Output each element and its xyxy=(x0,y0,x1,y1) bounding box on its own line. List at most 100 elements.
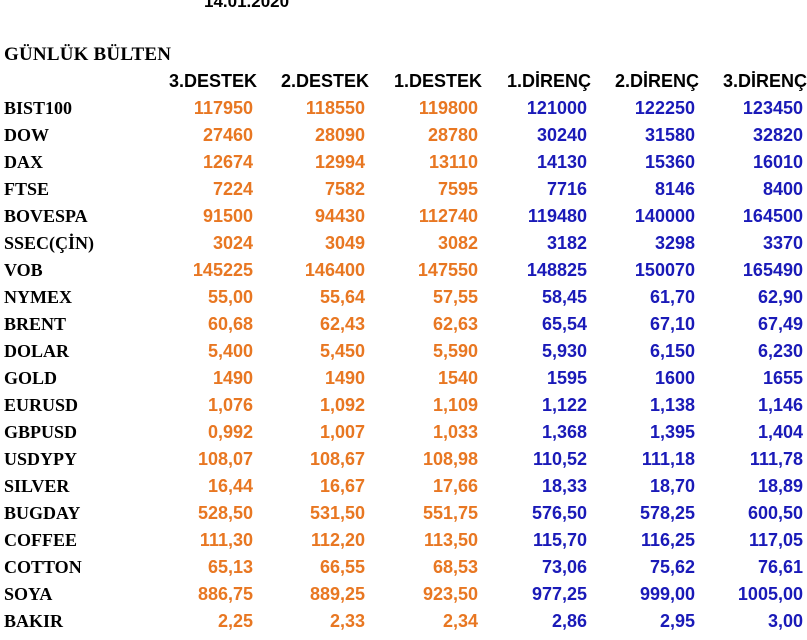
header-support-3: 3.DESTEK xyxy=(168,71,257,91)
value-support-1: 57,55 xyxy=(432,287,478,307)
table-row: GOLD 1490 1490 1540 1595 1600 1655 xyxy=(0,365,807,392)
value-support-3: 65,13 xyxy=(207,557,253,577)
value-resistance-2: 150070 xyxy=(634,260,695,280)
value-resistance-1: 73,06 xyxy=(541,557,587,577)
value-resistance-2: 67,10 xyxy=(649,314,695,334)
value-support-1: 7595 xyxy=(437,179,478,199)
instrument-name: USDYPY xyxy=(4,449,78,469)
value-support-3: 60,68 xyxy=(207,314,253,334)
value-support-2: 2,33 xyxy=(329,611,365,631)
header-support-1: 1.DESTEK xyxy=(393,71,482,91)
value-resistance-3: 3370 xyxy=(762,233,803,253)
value-resistance-3: 16010 xyxy=(752,152,803,172)
value-resistance-2: 2,95 xyxy=(659,611,695,631)
value-resistance-2: 8146 xyxy=(654,179,695,199)
value-support-2: 55,64 xyxy=(319,287,365,307)
value-support-1: 1,033 xyxy=(432,422,478,442)
value-support-2: 28090 xyxy=(314,125,365,145)
value-resistance-1: 148825 xyxy=(526,260,587,280)
instrument-name: BRENT xyxy=(4,314,67,334)
table-row: USDYPY 108,07 108,67 108,98 110,52 111,18 111,… xyxy=(0,446,807,473)
value-resistance-2: 1600 xyxy=(654,368,695,388)
instrument-name: GBPUSD xyxy=(4,422,78,442)
value-resistance-2: 15360 xyxy=(644,152,695,172)
value-support-2: 16,67 xyxy=(319,476,365,496)
value-resistance-3: 165490 xyxy=(742,260,803,280)
instrument-name: BOVESPA xyxy=(4,206,88,226)
table-row: NYMEX 55,00 55,64 57,55 58,45 61,70 62,90 xyxy=(0,284,807,311)
value-resistance-2: 999,00 xyxy=(639,584,695,604)
table-row: BRENT 60,68 62,43 62,63 65,54 67,10 67,49 xyxy=(0,311,807,338)
value-support-3: 528,50 xyxy=(197,503,253,523)
value-support-2: 62,43 xyxy=(319,314,365,334)
instrument-name: DOW xyxy=(4,125,49,145)
value-resistance-1: 1,122 xyxy=(541,395,587,415)
value-resistance-3: 117,05 xyxy=(748,530,803,550)
value-resistance-3: 1,404 xyxy=(757,422,803,442)
table-row: DOW 27460 28090 28780 30240 31580 32820 xyxy=(0,122,807,149)
instrument-name: COTTON xyxy=(4,557,82,577)
value-support-1: 112740 xyxy=(418,206,478,226)
value-resistance-1: 1595 xyxy=(546,368,587,388)
value-resistance-2: 140000 xyxy=(634,206,695,226)
value-support-1: 108,98 xyxy=(422,449,478,469)
value-resistance-1: 18,33 xyxy=(541,476,587,496)
value-support-2: 1490 xyxy=(324,368,365,388)
value-resistance-3: 18,89 xyxy=(757,476,803,496)
levels-table: 3.DESTEK 2.DESTEK 1.DESTEK 1.DİRENÇ 2.Dİ… xyxy=(0,68,807,635)
value-resistance-2: 18,70 xyxy=(649,476,695,496)
value-support-1: 17,66 xyxy=(432,476,478,496)
value-support-1: 1540 xyxy=(437,368,478,388)
value-support-3: 27460 xyxy=(202,125,253,145)
instrument-name: GOLD xyxy=(4,368,58,388)
value-support-3: 0,992 xyxy=(207,422,253,442)
value-support-2: 94430 xyxy=(314,206,365,226)
value-support-2: 108,67 xyxy=(309,449,365,469)
table-row: VOB 145225 146400 147550 148825 150070 165490 xyxy=(0,257,807,284)
value-support-2: 1,007 xyxy=(319,422,365,442)
instrument-name: SILVER xyxy=(4,476,70,496)
instrument-name: BIST100 xyxy=(4,98,73,118)
value-resistance-3: 3,00 xyxy=(767,611,803,631)
value-resistance-2: 111,18 xyxy=(641,449,695,469)
value-resistance-1: 110,52 xyxy=(532,449,587,469)
value-resistance-3: 1,146 xyxy=(757,395,803,415)
value-support-2: 1,092 xyxy=(319,395,365,415)
instrument-name: COFFEE xyxy=(4,530,78,550)
value-resistance-2: 122250 xyxy=(634,98,695,118)
value-resistance-2: 61,70 xyxy=(649,287,695,307)
value-support-3: 91500 xyxy=(202,206,253,226)
table-row: BUGDAY 528,50 531,50 551,75 576,50 578,25 600,… xyxy=(0,500,807,527)
value-support-1: 68,53 xyxy=(432,557,478,577)
value-support-3: 1,076 xyxy=(207,395,253,415)
value-support-2: 66,55 xyxy=(319,557,365,577)
table-row: DAX 12674 12994 13110 14130 15360 16010 xyxy=(0,149,807,176)
value-support-2: 889,25 xyxy=(309,584,365,604)
table-row: BIST100 117950 118550 119800 121000 122250 123… xyxy=(0,95,807,122)
value-support-3: 3024 xyxy=(212,233,253,253)
instrument-name: BAKIR xyxy=(4,611,64,631)
header-resistance-1: 1.DİRENÇ xyxy=(506,71,591,91)
value-support-3: 16,44 xyxy=(207,476,253,496)
value-support-3: 5,400 xyxy=(207,341,253,361)
value-support-2: 118550 xyxy=(305,98,365,118)
value-support-3: 886,75 xyxy=(197,584,253,604)
value-support-3: 108,07 xyxy=(197,449,253,469)
value-resistance-1: 7716 xyxy=(546,179,587,199)
value-resistance-1: 2,86 xyxy=(551,611,587,631)
value-resistance-1: 3182 xyxy=(546,233,587,253)
table-row: SOYA 886,75 889,25 923,50 977,25 999,00 1005,0… xyxy=(0,581,807,608)
value-support-1: 113,50 xyxy=(423,530,478,550)
header-instrument xyxy=(0,68,145,95)
instrument-name: NYMEX xyxy=(4,287,72,307)
value-resistance-3: 123450 xyxy=(742,98,803,118)
value-support-2: 112,20 xyxy=(310,530,365,550)
value-resistance-3: 1005,00 xyxy=(737,584,803,604)
value-support-2: 146400 xyxy=(304,260,365,280)
value-resistance-3: 76,61 xyxy=(757,557,803,577)
instrument-name: BUGDAY xyxy=(4,503,81,523)
table-row: SILVER 16,44 16,67 17,66 18,33 18,70 18,89 xyxy=(0,473,807,500)
value-resistance-3: 1655 xyxy=(762,368,803,388)
table-row: COTTON 65,13 66,55 68,53 73,06 75,62 76,61 xyxy=(0,554,807,581)
value-resistance-1: 14130 xyxy=(536,152,587,172)
